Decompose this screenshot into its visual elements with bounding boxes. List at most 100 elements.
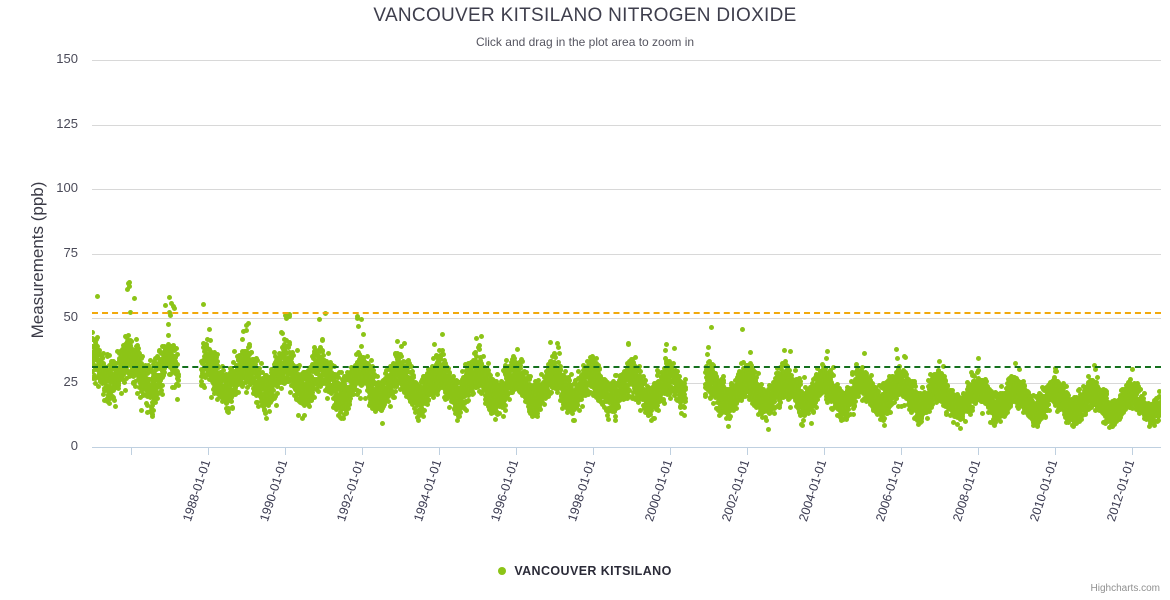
scatter-point[interactable] [158, 388, 164, 394]
scatter-point[interactable] [343, 411, 349, 417]
scatter-point[interactable] [124, 370, 130, 376]
scatter-point[interactable] [112, 398, 118, 404]
scatter-point[interactable] [138, 361, 144, 367]
scatter-point[interactable] [139, 389, 145, 395]
scatter-point[interactable] [161, 372, 167, 378]
scatter-point[interactable] [519, 359, 525, 365]
scatter-point[interactable] [420, 413, 426, 419]
scatter-point[interactable] [606, 416, 612, 422]
scatter-point[interactable] [152, 358, 158, 364]
scatter-point[interactable] [100, 360, 106, 366]
scatter-point[interactable] [661, 400, 667, 406]
scatter-point[interactable] [142, 367, 148, 373]
scatter-point[interactable] [136, 345, 142, 351]
scatter-point[interactable] [503, 402, 509, 408]
scatter-point[interactable] [138, 369, 144, 375]
scatter-point[interactable] [96, 383, 102, 389]
scatter-point[interactable] [121, 371, 127, 377]
scatter-point[interactable] [243, 327, 249, 333]
scatter-point[interactable] [500, 414, 506, 420]
scatter-point[interactable] [454, 418, 460, 424]
scatter-point[interactable] [240, 336, 246, 342]
scatter-point[interactable] [229, 399, 235, 405]
scatter-point[interactable] [278, 385, 284, 391]
scatter-point[interactable] [103, 387, 109, 393]
scatter-point[interactable] [166, 342, 172, 348]
scatter-point[interactable] [287, 339, 293, 345]
scatter-point[interactable] [439, 331, 445, 337]
scatter-point[interactable] [93, 380, 99, 386]
scatter-point[interactable] [92, 375, 98, 381]
scatter-point[interactable] [155, 391, 161, 396]
scatter-point[interactable] [171, 342, 177, 348]
scatter-point[interactable] [556, 351, 562, 357]
scatter-point[interactable] [144, 403, 150, 409]
scatter-point[interactable] [100, 374, 106, 380]
scatter-point[interactable] [148, 367, 154, 373]
scatter-point[interactable] [354, 313, 360, 319]
scatter-point[interactable] [131, 295, 137, 301]
scatter-point[interactable] [152, 356, 158, 362]
scatter-point[interactable] [155, 353, 161, 359]
scatter-point[interactable] [111, 394, 117, 400]
scatter-point[interactable] [113, 403, 119, 409]
scatter-point[interactable] [152, 369, 158, 375]
scatter-point[interactable] [173, 345, 179, 351]
scatter-point[interactable] [169, 367, 175, 373]
scatter-point[interactable] [380, 420, 386, 426]
scatter-point[interactable] [556, 345, 562, 351]
scatter-point[interactable] [119, 391, 125, 397]
scatter-point[interactable] [165, 322, 171, 328]
scatter-point[interactable] [326, 351, 332, 357]
scatter-point[interactable] [315, 389, 321, 394]
scatter-point[interactable] [493, 417, 499, 423]
scatter-point[interactable] [215, 351, 221, 357]
scatter-point[interactable] [131, 373, 137, 379]
scatter-point[interactable] [273, 403, 279, 409]
scatter-point[interactable] [157, 378, 163, 384]
scatter-point[interactable] [575, 402, 581, 408]
scatter-point[interactable] [110, 358, 116, 364]
scatter-point[interactable] [145, 365, 151, 371]
scatter-point[interactable] [146, 362, 152, 368]
scatter-point[interactable] [126, 332, 132, 338]
scatter-point[interactable] [502, 407, 508, 413]
scatter-point[interactable] [247, 343, 253, 349]
scatter-point[interactable] [278, 329, 284, 335]
scatter-point[interactable] [514, 346, 520, 352]
scatter-point[interactable] [549, 390, 555, 396]
scatter-point[interactable] [93, 340, 99, 346]
scatter-point[interactable] [358, 344, 364, 350]
scatter-point[interactable] [113, 360, 119, 366]
scatter-point[interactable] [656, 408, 662, 414]
scatter-point[interactable] [165, 351, 171, 357]
scatter-point[interactable] [569, 372, 575, 378]
scatter-point[interactable] [612, 418, 618, 424]
scatter-point[interactable] [168, 313, 174, 319]
scatter-point[interactable] [170, 304, 176, 310]
scatter-point[interactable] [122, 387, 128, 393]
scatter-point[interactable] [122, 379, 128, 385]
scatter-point[interactable] [283, 312, 289, 318]
scatter-point[interactable] [435, 391, 441, 397]
scatter-point[interactable] [162, 366, 168, 372]
scatter-point[interactable] [356, 388, 362, 394]
scatter-point[interactable] [167, 372, 173, 378]
scatter-point[interactable] [101, 351, 107, 357]
scatter-point[interactable] [99, 355, 105, 361]
scatter-point[interactable] [463, 407, 469, 413]
scatter-point[interactable] [243, 389, 249, 395]
scatter-point[interactable] [356, 323, 362, 329]
scatter-point[interactable] [431, 342, 437, 348]
scatter-point[interactable] [94, 293, 100, 299]
scatter-point[interactable] [534, 414, 540, 419]
scatter-point[interactable] [144, 409, 150, 415]
scatter-point[interactable] [137, 350, 143, 356]
scatter-point[interactable] [357, 395, 363, 401]
scatter-point[interactable] [421, 407, 427, 413]
scatter-point[interactable] [118, 355, 124, 361]
scatter-point[interactable] [117, 367, 123, 373]
scatter-point[interactable] [124, 366, 130, 372]
scatter-point[interactable] [155, 395, 161, 401]
scatter-point[interactable] [150, 407, 156, 413]
